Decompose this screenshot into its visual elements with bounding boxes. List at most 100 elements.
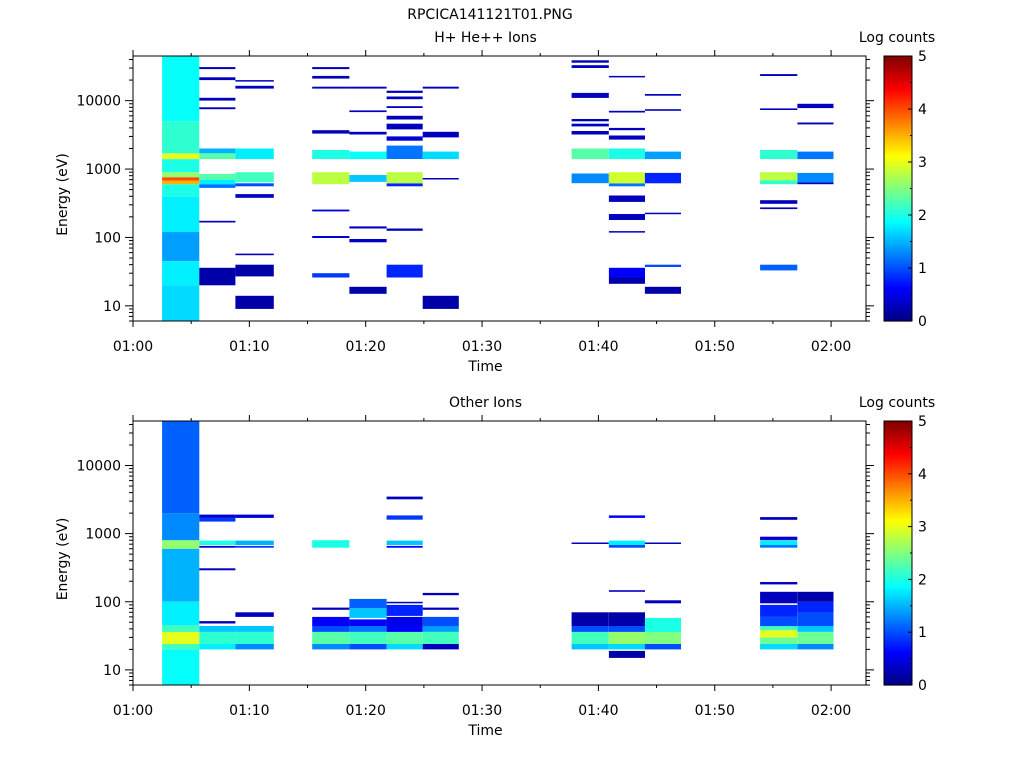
colorbar-step [884,111,912,115]
colorbar-step [884,451,912,455]
heatmap-cell [644,632,681,644]
heatmap-cell [199,545,236,548]
heatmap-cell [571,173,609,184]
x-tick-label: 01:30 [462,339,502,355]
colorbar-step [884,256,912,260]
colorbar-step [884,159,912,163]
heatmap-cell [386,145,423,159]
colorbar-step [884,586,912,589]
colorbar-step [884,188,912,192]
heatmap-cell [312,616,350,627]
heatmap-cell [162,56,200,122]
heatmap-cell [386,545,423,548]
colorbar-step [884,522,912,525]
colorbar-step [884,281,912,285]
colorbar-step [884,181,912,185]
colorbar-step [884,621,912,624]
colorbar-step [884,195,912,198]
heatmap-cell [162,644,200,650]
heatmap-cell [760,626,798,631]
heatmap-cell [199,568,236,571]
heatmap-cell [760,644,798,650]
heatmap-cell [162,625,200,632]
colorbar-step [884,641,912,644]
colorbar-step [884,250,912,254]
heatmap-cell [162,232,200,262]
heatmap-cell [422,616,459,627]
heatmap-cell [797,591,834,602]
colorbar-step [884,232,912,236]
colorbar-step [884,100,912,103]
colorbar-step [884,314,912,318]
heatmap-cell [386,115,423,120]
colorbar-step [884,421,912,424]
colorbar-step [884,137,912,141]
colorbar-step [884,95,912,99]
heatmap-cell [797,612,834,626]
colorbar-step [884,199,912,203]
colorbar-step [884,467,912,470]
y-tick-label: 10 [103,663,121,679]
colorbar-step [884,502,912,506]
heatmap-cell [608,195,645,202]
colorbar-step [884,638,912,642]
colorbar-step [884,619,912,622]
heatmap-cell [349,175,387,182]
heatmap-cell [386,644,423,650]
heatmap-cell [235,632,274,644]
colorbar-step [884,226,912,229]
colorbar-step [884,489,912,492]
colorbar-step [884,471,912,475]
heatmap-cell [349,286,387,294]
colorbar-step [884,546,912,550]
colorbar-step [884,285,912,289]
colorbar-step [884,86,912,90]
heatmap-cell [235,264,274,277]
heatmap-cell [386,632,423,644]
colorbar-step [884,201,912,205]
colorbar-step [884,80,912,84]
heatmap-cell [644,212,681,215]
colorbar-step [884,318,912,322]
heatmap-cell [235,183,274,187]
colorbar-step [884,682,912,686]
colorbar-step [884,223,912,227]
colorbar-step [884,157,912,161]
heatmap-cell [608,110,645,113]
colorbar-step [884,62,912,66]
colorbar-step [884,298,912,302]
heatmap-cell [199,148,236,154]
colorbar-step [884,612,912,616]
colorbar-step [884,192,912,196]
heatmap-cell [199,517,236,522]
heatmap-cell [422,626,459,632]
colorbar-step [884,434,912,437]
heatmap-cell [608,540,645,545]
heatmap-cell [235,514,274,518]
heatmap-cell [760,540,798,545]
heatmap-cell [422,592,459,596]
colorbar-step [884,500,912,503]
heatmap-cell [199,644,236,650]
colorbar-step [884,487,912,490]
colorbar-step [884,203,912,207]
heatmap-cell [312,150,350,160]
colorbar-step [884,544,912,547]
colorbar-step [884,462,912,466]
heatmap-cell [608,545,645,548]
panel-1: H+ He++ Ions 01:00 01:10 01:20 01:30 01:40 01:… [55,30,935,375]
colorbar-step [884,575,912,578]
colorbar-step [884,206,912,209]
heatmap-cell [760,545,798,548]
colorbar-step [884,139,912,143]
colorbar-step [884,168,912,172]
heatmap-cell [349,151,387,160]
x-tick-label: 01:20 [346,339,386,355]
colorbar-step [884,643,912,646]
colorbar-step [884,583,912,587]
heatmap-cell [422,131,459,138]
heatmap-cell [235,626,274,632]
panel-title: H+ He++ Ions [434,30,537,46]
heatmap-cell [760,108,798,110]
colorbar-step [884,215,912,218]
